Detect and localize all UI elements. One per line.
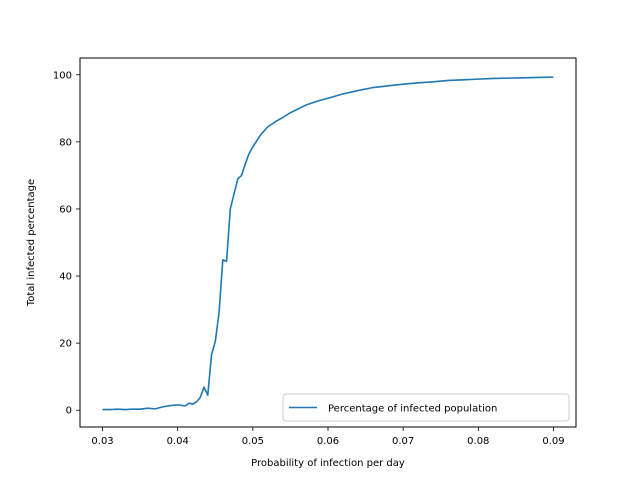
x-tick-label: 0.04 <box>167 436 189 447</box>
y-tick-label: 60 <box>59 204 72 215</box>
series-line <box>102 76 554 411</box>
x-tick-label: 0.03 <box>91 436 113 447</box>
y-tick-label: 100 <box>53 70 72 81</box>
y-tick-label: 80 <box>59 137 72 148</box>
y-tick-label: 20 <box>59 339 72 350</box>
x-tick-label: 0.05 <box>242 436 264 447</box>
x-tick-label: 0.07 <box>392 436 414 447</box>
x-tick-label: 0.09 <box>542 436 564 447</box>
x-tick-label: 0.08 <box>467 436 489 447</box>
y-axis-ticks: 0 20 40 60 80 100 <box>53 70 80 417</box>
y-axis-label: Total infected percentage <box>26 179 37 307</box>
legend: Percentage of infected population <box>282 393 570 422</box>
x-axis-ticks: 0.03 0.04 0.05 0.06 0.07 0.08 0.09 <box>91 427 565 447</box>
series-layer <box>102 76 554 411</box>
legend-entry: Percentage of infected population <box>328 404 497 415</box>
x-axis-label: Probability of infection per day <box>251 458 405 469</box>
legend-box <box>282 393 570 422</box>
y-tick-label: 40 <box>59 272 72 283</box>
x-tick-label: 0.06 <box>317 436 339 447</box>
y-tick-label: 0 <box>66 406 72 417</box>
